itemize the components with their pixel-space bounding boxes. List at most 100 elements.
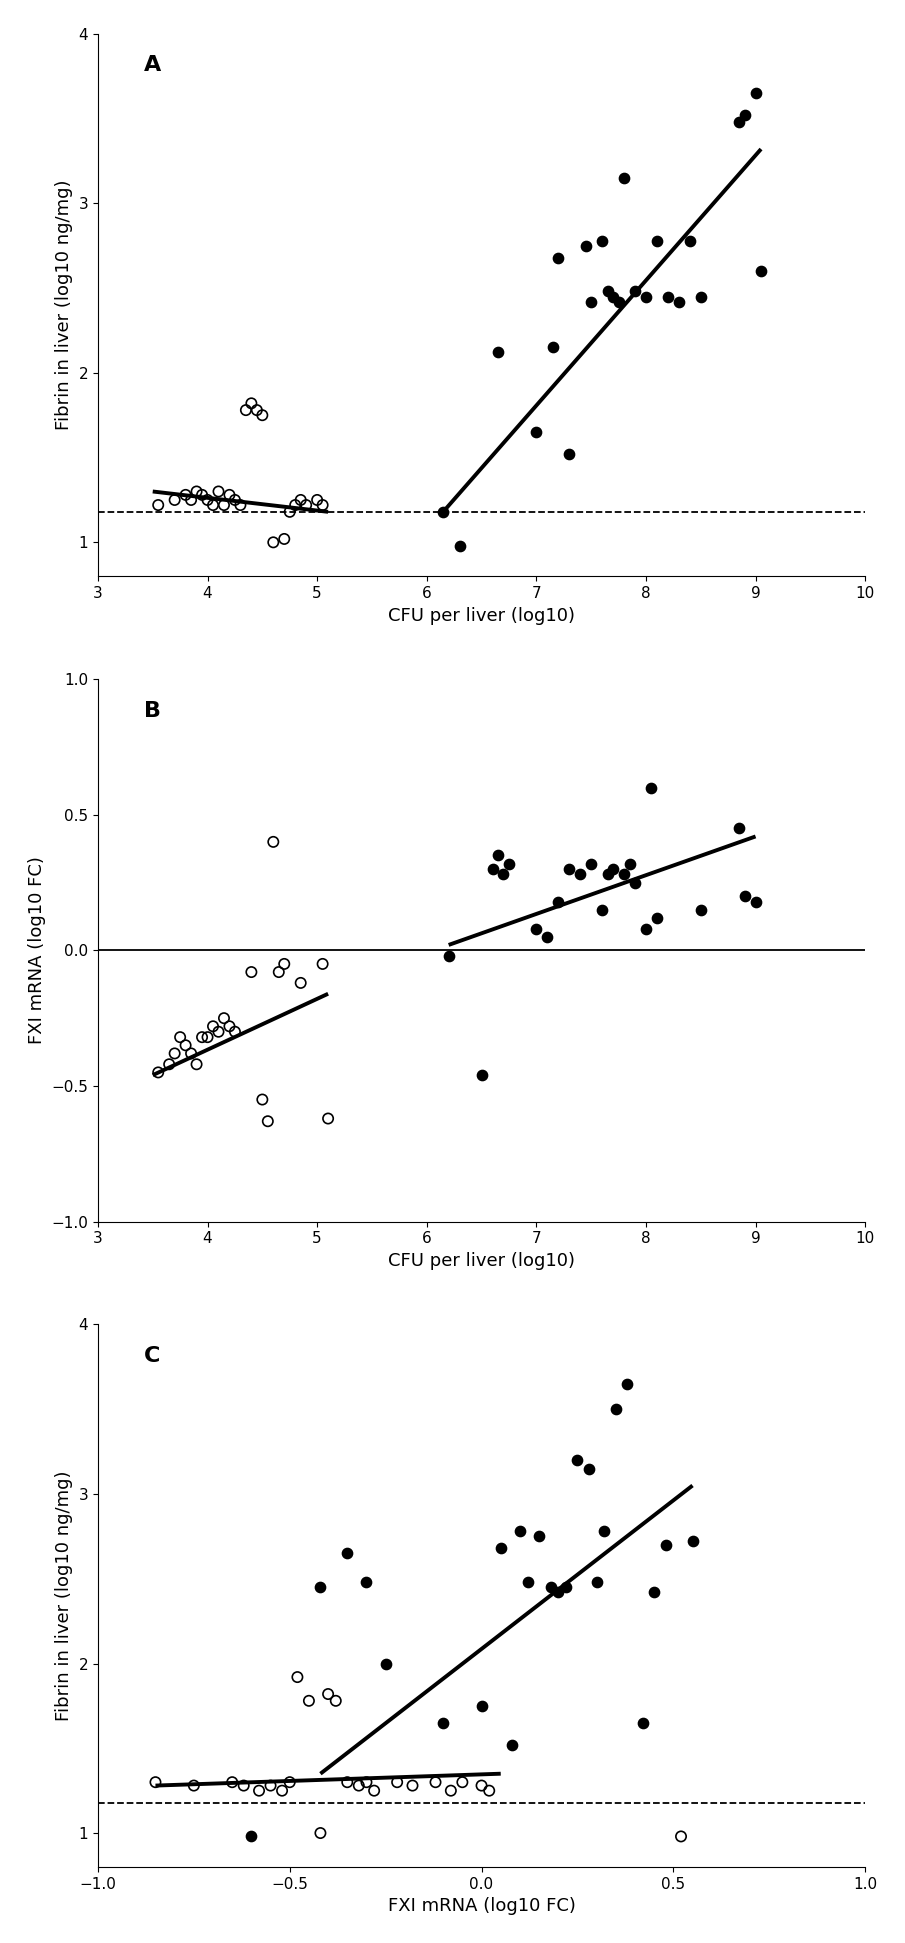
Point — [617, 163, 632, 194]
Point — [255, 1084, 270, 1115]
Point — [443, 1776, 458, 1807]
Point — [186, 1770, 201, 1801]
Point — [272, 956, 286, 987]
Point — [205, 490, 220, 521]
Point — [178, 480, 193, 511]
Point — [452, 530, 467, 562]
Point — [738, 99, 752, 130]
Point — [551, 1578, 566, 1609]
Point — [225, 1766, 240, 1797]
Point — [620, 1368, 634, 1399]
Point — [244, 389, 259, 420]
Point — [582, 1453, 596, 1484]
Point — [551, 243, 566, 274]
Point — [250, 394, 264, 426]
Point — [189, 476, 204, 507]
Point — [223, 480, 237, 511]
Point — [493, 1533, 508, 1564]
Point — [611, 286, 625, 317]
Point — [282, 1766, 297, 1797]
Point — [578, 229, 593, 260]
Point — [674, 1821, 689, 1852]
Point — [573, 859, 587, 890]
Point — [512, 1516, 527, 1547]
Point — [597, 1516, 612, 1547]
Point — [644, 771, 659, 802]
Point — [485, 853, 500, 884]
Point — [315, 948, 329, 979]
Y-axis label: FXI mRNA (log10 FC): FXI mRNA (log10 FC) — [28, 857, 46, 1043]
Point — [672, 286, 686, 317]
Point — [178, 1030, 193, 1061]
Point — [685, 1525, 700, 1556]
Point — [693, 894, 708, 925]
Y-axis label: Fibrin in liver (log10 ng/mg): Fibrin in liver (log10 ng/mg) — [55, 1471, 73, 1721]
Point — [367, 1776, 381, 1807]
Point — [282, 495, 297, 527]
X-axis label: CFU per liver (log10): CFU per liver (log10) — [388, 1251, 575, 1271]
Point — [474, 1059, 489, 1090]
Point — [608, 1393, 623, 1424]
Point — [428, 1766, 443, 1797]
Point — [505, 1729, 519, 1760]
Point — [184, 1038, 198, 1069]
Point — [584, 847, 598, 878]
Point — [266, 527, 281, 558]
Point — [301, 1685, 316, 1716]
Point — [167, 1038, 182, 1069]
Point — [255, 400, 270, 431]
Point — [173, 1022, 187, 1053]
Point — [239, 394, 253, 426]
Point — [491, 839, 505, 870]
Point — [266, 826, 281, 857]
Point — [551, 886, 566, 917]
Point — [558, 1572, 573, 1603]
Point — [635, 1708, 650, 1739]
Point — [340, 1537, 355, 1568]
Point — [693, 282, 708, 313]
Point — [529, 913, 544, 944]
Point — [195, 1022, 209, 1053]
Point — [321, 1104, 336, 1135]
Point — [148, 1766, 163, 1797]
Point — [589, 1566, 604, 1597]
Point — [200, 1022, 214, 1053]
Point — [211, 1016, 225, 1047]
Point — [313, 1817, 328, 1848]
Point — [329, 1685, 343, 1716]
Point — [151, 1057, 166, 1088]
Point — [216, 490, 231, 521]
Point — [543, 1572, 557, 1603]
X-axis label: CFU per liver (log10): CFU per liver (log10) — [388, 606, 575, 624]
Point — [223, 1010, 237, 1041]
Point — [496, 859, 510, 890]
Point — [546, 332, 560, 363]
Point — [205, 1010, 220, 1041]
Point — [540, 921, 555, 952]
Point — [378, 1648, 393, 1679]
Point — [200, 484, 214, 515]
Point — [261, 1106, 275, 1137]
Point — [562, 853, 576, 884]
Point — [732, 107, 747, 138]
Point — [442, 940, 456, 972]
Point — [748, 886, 763, 917]
Point — [647, 1578, 662, 1609]
Point — [482, 1776, 497, 1807]
Point — [650, 902, 664, 933]
Point — [293, 968, 308, 999]
Point — [584, 286, 598, 317]
Point — [291, 1661, 305, 1692]
Point — [244, 956, 259, 987]
Point — [436, 495, 451, 527]
Point — [639, 913, 653, 944]
Point — [313, 1572, 328, 1603]
Point — [340, 1766, 355, 1797]
Point — [244, 1821, 259, 1852]
Point — [436, 1708, 451, 1739]
Point — [315, 490, 329, 521]
Point — [570, 1444, 585, 1475]
Point — [628, 276, 643, 307]
Point — [474, 1690, 489, 1721]
Point — [661, 282, 675, 313]
